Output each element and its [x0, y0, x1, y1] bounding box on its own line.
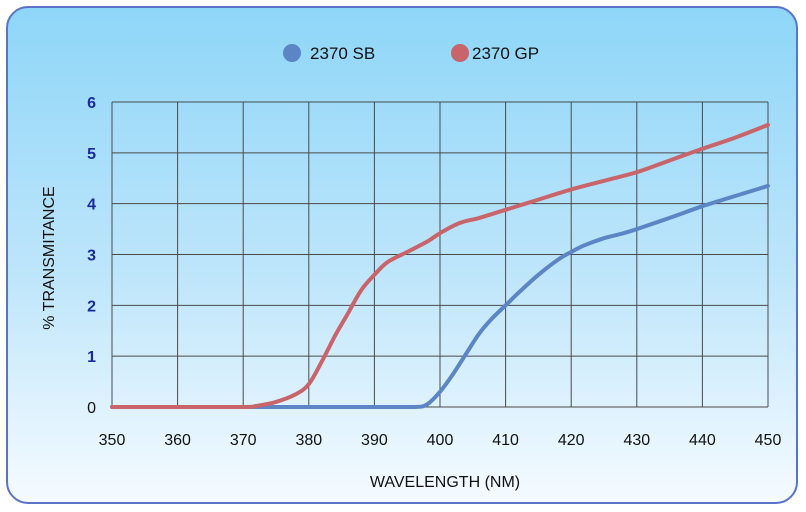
y-tick-label: 0 [87, 400, 96, 417]
x-tick-label: 430 [623, 432, 650, 449]
grid [111, 101, 769, 408]
legend-item-2370-gp: 2370 GP [451, 44, 539, 63]
y-tick-label: 2 [87, 298, 96, 315]
x-tick-label: 420 [558, 432, 585, 449]
series-line-2370-sb [110, 183, 770, 410]
series-layer [110, 122, 770, 410]
transmittance-chart: 2370 SB 2370 GP 0 1 2 3 4 5 6 350 360 370 380 390 4… [41, 44, 782, 491]
x-tick-label: 440 [689, 432, 716, 449]
y-axis-ticks: 0 1 2 3 4 5 6 [87, 95, 96, 417]
legend: 2370 SB 2370 GP [283, 44, 539, 63]
y-tick-label: 1 [87, 349, 96, 366]
x-tick-label: 380 [295, 432, 322, 449]
x-tick-label: 390 [361, 432, 388, 449]
y-axis-title: % TRANSMITANCE [41, 186, 58, 329]
x-tick-label: 360 [164, 432, 191, 449]
y-tick-label: 3 [87, 248, 96, 265]
legend-item-2370-sb: 2370 SB [283, 44, 375, 63]
legend-swatch-2370-gp [451, 44, 469, 62]
legend-label-2370-sb: 2370 SB [310, 44, 375, 63]
x-axis-ticks: 350 360 370 380 390 400 410 420 430 440 450 [99, 432, 782, 449]
x-axis-title: WAVELENGTH (NM) [370, 474, 520, 491]
x-tick-label: 370 [230, 432, 257, 449]
y-tick-label: 5 [87, 146, 96, 163]
y-tick-label: 6 [87, 95, 96, 112]
legend-label-2370-gp: 2370 GP [472, 44, 539, 63]
x-tick-label: 350 [99, 432, 126, 449]
legend-swatch-2370-sb [283, 44, 301, 62]
x-tick-label: 450 [755, 432, 782, 449]
chart-frame: 2370 SB 2370 GP 0 1 2 3 4 5 6 350 360 370 380 390 4… [6, 6, 798, 504]
x-tick-label: 410 [492, 432, 519, 449]
series-line-2370-gp [110, 122, 770, 410]
y-tick-label: 4 [87, 197, 96, 214]
x-tick-label: 400 [427, 432, 454, 449]
